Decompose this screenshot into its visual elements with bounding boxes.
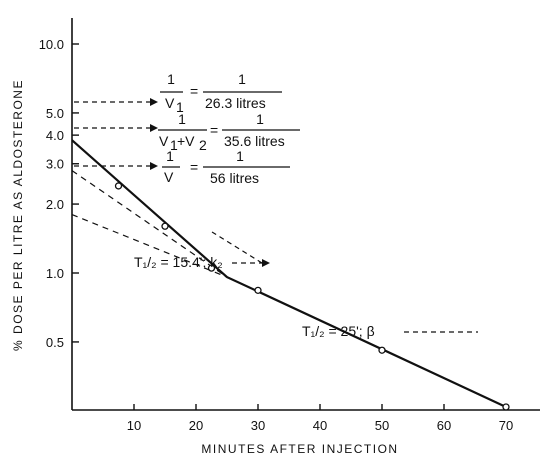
annotation-v: 1 V = 1 56 litres (74, 148, 290, 186)
data-point (254, 286, 262, 294)
x-tick-label: 20 (189, 418, 203, 433)
v-num: 1 (166, 148, 174, 164)
v12-num: 1 (178, 111, 186, 127)
v12-den-sub1: 1 (170, 137, 178, 153)
v12-eq: = (210, 122, 218, 138)
y-tick-label: 1.0 (46, 266, 64, 281)
y-tick-label: 3.0 (46, 157, 64, 172)
v1-rhs-num: 1 (238, 71, 246, 87)
v12-den-sub2: 2 (199, 137, 207, 153)
x-tick-label: 60 (437, 418, 451, 433)
v-rhs-den: 56 litres (210, 170, 259, 186)
k2-arrowhead (262, 259, 270, 267)
beta-label: Τ₁/₂ = 25'; β (302, 323, 375, 339)
y-ticks: 10.0 5.0 4.0 3.0 2.0 1.0 0.5 (39, 37, 79, 350)
data-points (114, 182, 510, 411)
v12-den: V (159, 133, 169, 149)
fit-polyline (71, 139, 507, 408)
extrapolation-lines (71, 170, 228, 278)
y-tick-label: 4.0 (46, 128, 64, 143)
x-tick-label: 40 (313, 418, 327, 433)
v12-rhs-den: 35.6 litres (224, 133, 285, 149)
annotation-v1: 1 V 1 = 1 26.3 litres (74, 71, 282, 115)
data-point (502, 403, 510, 411)
annotation-v-arrowhead (150, 162, 158, 170)
v12-plus: +V (177, 133, 195, 149)
v-den: V (164, 169, 174, 185)
v-eq: = (190, 159, 198, 175)
x-tick-label: 10 (127, 418, 141, 433)
data-point (207, 264, 216, 272)
annotation-k2: Τ₁/₂ = 15.4'; k₂ (134, 231, 270, 270)
y-axis-title: % DOSE PER LITRE AS ALDOSTERONE (11, 79, 25, 351)
y-tick-label: 5.0 (46, 106, 64, 121)
annotation-v12-arrowhead (150, 124, 158, 132)
data-point (161, 222, 169, 230)
x-ticks: 10 20 30 40 50 60 70 (127, 404, 513, 433)
v1-den-sub: 1 (176, 99, 184, 115)
annotation-v12: 1 V 1 +V 2 = 1 35.6 litres (74, 111, 300, 153)
v12-rhs-num: 1 (256, 111, 264, 127)
v1-den: V (165, 95, 175, 111)
y-tick-label: 10.0 (39, 37, 64, 52)
y-tick-label: 2.0 (46, 197, 64, 212)
x-axis-title: MINUTES AFTER INJECTION (201, 442, 398, 456)
v1-eq: = (190, 83, 198, 99)
data-point (114, 182, 123, 190)
x-tick-label: 50 (375, 418, 389, 433)
data-point (378, 346, 386, 354)
extrapolation-line (71, 170, 228, 278)
k2-label: Τ₁/₂ = 15.4'; k₂ (134, 254, 223, 270)
v-rhs-num: 1 (236, 148, 244, 164)
annotation-beta: Τ₁/₂ = 25'; β (302, 323, 478, 339)
v1-num: 1 (167, 71, 175, 87)
k2-leader (211, 231, 263, 264)
x-tick-label: 30 (251, 418, 265, 433)
extrapolation-line (71, 213, 228, 278)
x-tick-label: 70 (499, 418, 513, 433)
annotation-v1-arrowhead (150, 98, 158, 106)
y-tick-label: 0.5 (46, 335, 64, 350)
fit-line (71, 139, 507, 408)
v1-rhs-den: 26.3 litres (205, 95, 266, 111)
